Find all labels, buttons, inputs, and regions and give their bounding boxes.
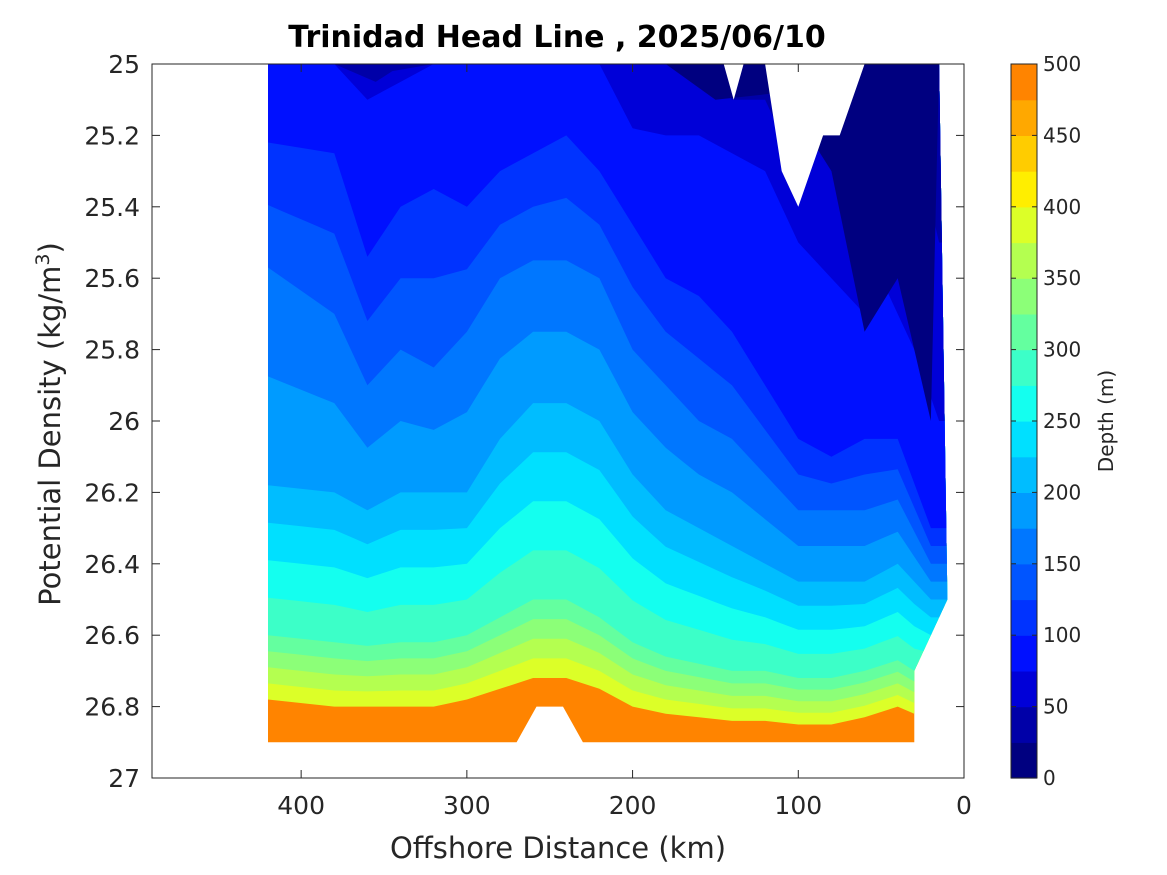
colorbar-band bbox=[1011, 456, 1037, 493]
colorbar-tick-label: 500 bbox=[1043, 52, 1081, 76]
x-tick-label: 0 bbox=[956, 791, 972, 820]
y-tick-label: 26.4 bbox=[84, 550, 140, 579]
colorbar-band bbox=[1011, 742, 1037, 779]
colorbar: 0 50 100 150 200 250 300 350 400 450 500 bbox=[1010, 52, 1081, 790]
no-data-gap bbox=[765, 64, 865, 207]
colorbar-band bbox=[1011, 670, 1037, 708]
colorbar-band bbox=[1011, 635, 1037, 672]
colorbar-band bbox=[1011, 64, 1037, 101]
y-tick-label: 26.2 bbox=[84, 478, 140, 507]
y-tick-label: 25.4 bbox=[84, 193, 140, 222]
y-axis-label: Potential Density (kg/m3) bbox=[32, 242, 67, 606]
x-tick-label: 400 bbox=[277, 791, 325, 820]
colorbar-band bbox=[1011, 278, 1037, 315]
contour-band bbox=[268, 64, 948, 421]
y-axis: 25 25.2 25.4 25.6 25.8 26 26.2 26.4 26.6 26.8 27 bbox=[84, 50, 964, 793]
colorbar-band bbox=[1011, 599, 1037, 636]
colorbar-band bbox=[1011, 385, 1037, 422]
y-tick-label: 25.2 bbox=[84, 121, 140, 150]
colorbar-band bbox=[1011, 563, 1037, 601]
y-tick-label: 26.6 bbox=[84, 621, 140, 650]
y-tick-label: 25 bbox=[108, 50, 140, 79]
colorbar-band bbox=[1011, 706, 1037, 743]
colorbar-band bbox=[1011, 171, 1037, 208]
colorbar-tick-label: 50 bbox=[1043, 695, 1068, 719]
colorbar-tick-label: 250 bbox=[1043, 409, 1081, 433]
colorbar-tick-label: 200 bbox=[1043, 480, 1081, 504]
y-axis-label-main: Potential Density (kg/m bbox=[33, 266, 67, 606]
x-tick-label: 200 bbox=[609, 791, 657, 820]
colorbar-band bbox=[1011, 528, 1037, 565]
y-tick-label: 25.6 bbox=[84, 264, 140, 293]
y-tick-label: 25.8 bbox=[84, 336, 140, 365]
colorbar-band bbox=[1011, 421, 1037, 458]
no-data-gap bbox=[723, 64, 744, 100]
x-axis: 400 300 200 100 0 bbox=[277, 64, 972, 820]
x-tick-label: 100 bbox=[774, 791, 822, 820]
colorbar-band bbox=[1011, 99, 1037, 136]
colorbar-band bbox=[1011, 313, 1037, 351]
colorbar-tick-label: 400 bbox=[1043, 195, 1081, 219]
contour-band bbox=[665, 64, 940, 421]
colorbar-band bbox=[1011, 242, 1037, 279]
y-axis-label-superscript: 3 bbox=[32, 253, 54, 265]
y-tick-label: 26 bbox=[108, 407, 140, 436]
y-tick-label: 26.8 bbox=[84, 693, 140, 722]
colorbar-tick-label: 300 bbox=[1043, 338, 1081, 362]
colorbar-tick-label: 0 bbox=[1043, 766, 1056, 790]
colorbar-band bbox=[1011, 492, 1037, 529]
y-axis-label-close: ) bbox=[33, 242, 67, 253]
colorbar-band bbox=[1011, 349, 1037, 386]
colorbar-band bbox=[1011, 135, 1037, 172]
chart-title: Trinidad Head Line , 2025/06/10 bbox=[288, 20, 825, 55]
x-tick-label: 300 bbox=[443, 791, 491, 820]
contour-fills bbox=[268, 64, 948, 743]
colorbar-tick-label: 150 bbox=[1043, 552, 1081, 576]
colorbar-tick-label: 100 bbox=[1043, 623, 1081, 647]
x-axis-label: Offshore Distance (km) bbox=[390, 831, 726, 865]
colorbar-tick-label: 350 bbox=[1043, 266, 1081, 290]
colorbar-band bbox=[1011, 206, 1037, 244]
plot-area bbox=[151, 63, 965, 779]
colorbar-tick-label: 450 bbox=[1043, 123, 1081, 147]
colorbar-label: Depth (m) bbox=[1094, 370, 1118, 472]
y-tick-label: 27 bbox=[108, 764, 140, 793]
